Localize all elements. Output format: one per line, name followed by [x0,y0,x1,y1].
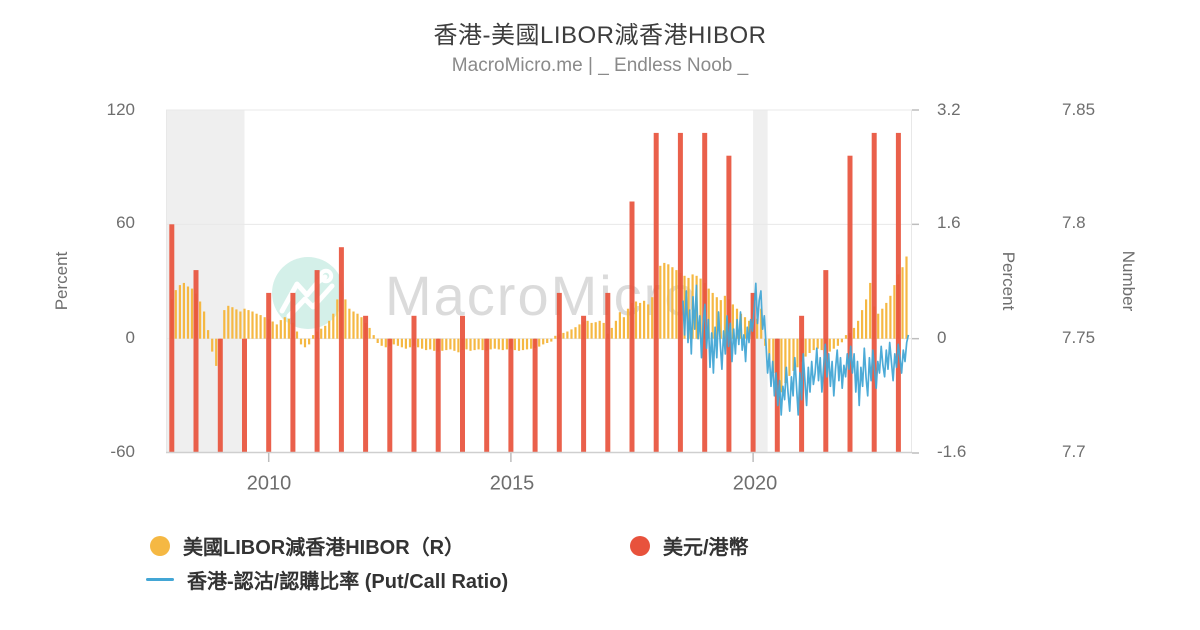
right-number-axis-label: Number [1119,250,1138,312]
left-axis-tick: 60 [116,213,135,232]
right-number-axis-tick: 7.7 [1062,442,1086,461]
right-number-axis-tick: 7.85 [1062,100,1096,119]
svg-text:MacroMicro: MacroMicro [385,264,697,327]
legend-item-usd-hkd[interactable]: 美元/港幣 [630,531,749,560]
x-axis-tick: 2010 [246,472,292,495]
right-percent-axis-tick: 1.6 [937,213,961,232]
legend-label: 香港-認沽/認購比率 (Put/Call Ratio) [187,571,509,593]
legend-item-libor-hibor[interactable]: 美國LIBOR減香港HIBOR（R） [150,531,464,560]
left-axis-tick: 120 [106,100,135,119]
legend-swatch-1 [630,535,650,556]
chart-subtitle: MacroMicro.me | _ Endless Noob _ [451,55,749,76]
left-axis-tick: 0 [125,328,135,347]
right-percent-axis-tick: -1.6 [937,442,967,461]
plot-area: MacroMicro [166,109,919,462]
x-axis-tick: 2015 [489,472,535,495]
right-percent-axis-tick: 0 [937,328,947,347]
right-percent-axis-label: Percent [999,251,1018,311]
right-number-axis-tick: 7.8 [1062,213,1086,232]
legend-swatch-0 [150,535,170,556]
right-percent-axis-tick: 3.2 [937,100,961,119]
left-axis-label: Percent [52,251,71,311]
legend-item-put-call-ratio[interactable]: 香港-認沽/認購比率 (Put/Call Ratio) [146,565,508,594]
legend-label: 美國LIBOR減香港HIBOR（R） [183,537,465,559]
legend-label: 美元/港幣 [663,537,749,559]
chart-title: 香港-美國LIBOR減香港HIBOR [433,22,767,49]
left-axis-tick: -60 [110,442,135,461]
right-number-axis-tick: 7.75 [1062,328,1096,347]
legend-swatch-2 [146,578,174,581]
x-axis-tick: 2020 [732,472,778,495]
